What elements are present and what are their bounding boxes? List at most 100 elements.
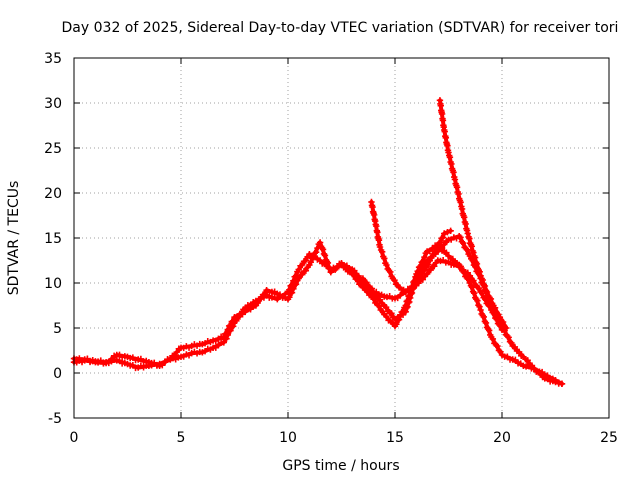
data-point [307, 258, 314, 266]
data-point [478, 290, 486, 297]
x-tick-label: 5 [177, 430, 186, 446]
data-point [468, 243, 475, 250]
data-point [423, 270, 431, 278]
data-point [290, 285, 297, 293]
data-point [406, 294, 414, 302]
y-axis-label: SDTVAR / TECUs [6, 181, 22, 296]
data-point [343, 262, 351, 269]
data-point [424, 261, 432, 269]
data-point [286, 294, 293, 301]
data-point [499, 318, 507, 326]
chart-title: Day 032 of 2025, Sidereal Day-to-day VTE… [62, 20, 619, 36]
data-point [441, 241, 448, 248]
data-points [70, 97, 566, 387]
data-point [171, 352, 178, 359]
data-point [227, 322, 234, 329]
data-point [295, 275, 302, 282]
data-point [418, 270, 425, 278]
data-point [431, 263, 438, 270]
data-point [555, 379, 562, 386]
data-point [498, 326, 506, 333]
data-point [470, 249, 477, 256]
data-point [512, 356, 519, 364]
data-point [378, 248, 386, 255]
data-point [229, 317, 237, 325]
data-point [464, 246, 471, 254]
data-point [486, 303, 493, 310]
data-point [382, 303, 390, 311]
data-point [299, 261, 306, 269]
data-point [376, 243, 384, 251]
data-point [475, 284, 483, 292]
data-point [474, 297, 481, 304]
y-tick-label: 15 [44, 231, 62, 247]
data-point [552, 377, 559, 384]
data-point [254, 299, 261, 307]
x-tick-label: 0 [70, 430, 79, 446]
data-point [470, 277, 477, 284]
data-point [312, 248, 320, 256]
x-tick-label: 20 [493, 430, 511, 446]
data-point [479, 276, 486, 284]
data-point [490, 310, 498, 317]
data-point [393, 321, 400, 328]
data-point [457, 234, 464, 241]
data-point [376, 296, 384, 303]
data-point [319, 246, 327, 253]
data-point [419, 276, 427, 283]
data-point [487, 295, 495, 303]
data-point [471, 254, 479, 261]
data-point [421, 253, 428, 261]
data-point [473, 260, 481, 268]
y-tick-label: 10 [44, 276, 62, 292]
data-point [491, 304, 499, 312]
data-point [368, 285, 376, 292]
data-point [489, 335, 497, 343]
data-point [481, 295, 489, 303]
data-point [558, 380, 566, 387]
data-point [477, 306, 484, 314]
data-point [515, 348, 523, 356]
series-track-d [436, 97, 510, 332]
data-point [402, 308, 409, 315]
ticks: 0 5 10 15 20 25 -5 0 5 10 15 20 25 30 35 [44, 51, 618, 446]
data-point [310, 253, 317, 261]
data-point [421, 266, 429, 273]
data-point [458, 264, 465, 272]
data-point [432, 247, 440, 255]
data-point [485, 327, 493, 334]
data-point [482, 319, 490, 327]
data-point [295, 266, 302, 273]
data-point [403, 304, 410, 312]
y-tick-label: 25 [44, 141, 62, 157]
data-point [383, 261, 390, 269]
data-point [460, 239, 467, 247]
data-point [524, 357, 531, 364]
data-point [496, 314, 504, 321]
data-point [441, 230, 448, 237]
data-point [258, 295, 265, 302]
series-track-e [359, 257, 506, 333]
x-tick-label: 10 [279, 430, 297, 446]
data-point [223, 330, 230, 337]
data-point [105, 359, 112, 366]
x-tick-label: 15 [386, 430, 404, 446]
data-point [429, 252, 437, 259]
data-point [302, 257, 310, 264]
y-tick-label: 35 [44, 51, 62, 67]
data-point [493, 316, 500, 323]
data-point [375, 302, 383, 309]
data-point [292, 281, 300, 288]
data-point [326, 265, 334, 273]
data-point [443, 249, 450, 256]
data-point [466, 272, 474, 279]
y-tick-label: 30 [44, 96, 62, 112]
data-point [466, 235, 473, 242]
x-axis-label: GPS time / hours [282, 458, 399, 474]
data-point [404, 303, 411, 311]
data-point [321, 252, 329, 259]
data-point [438, 235, 445, 242]
data-point [302, 267, 310, 274]
y-tick-label: 20 [44, 186, 62, 202]
